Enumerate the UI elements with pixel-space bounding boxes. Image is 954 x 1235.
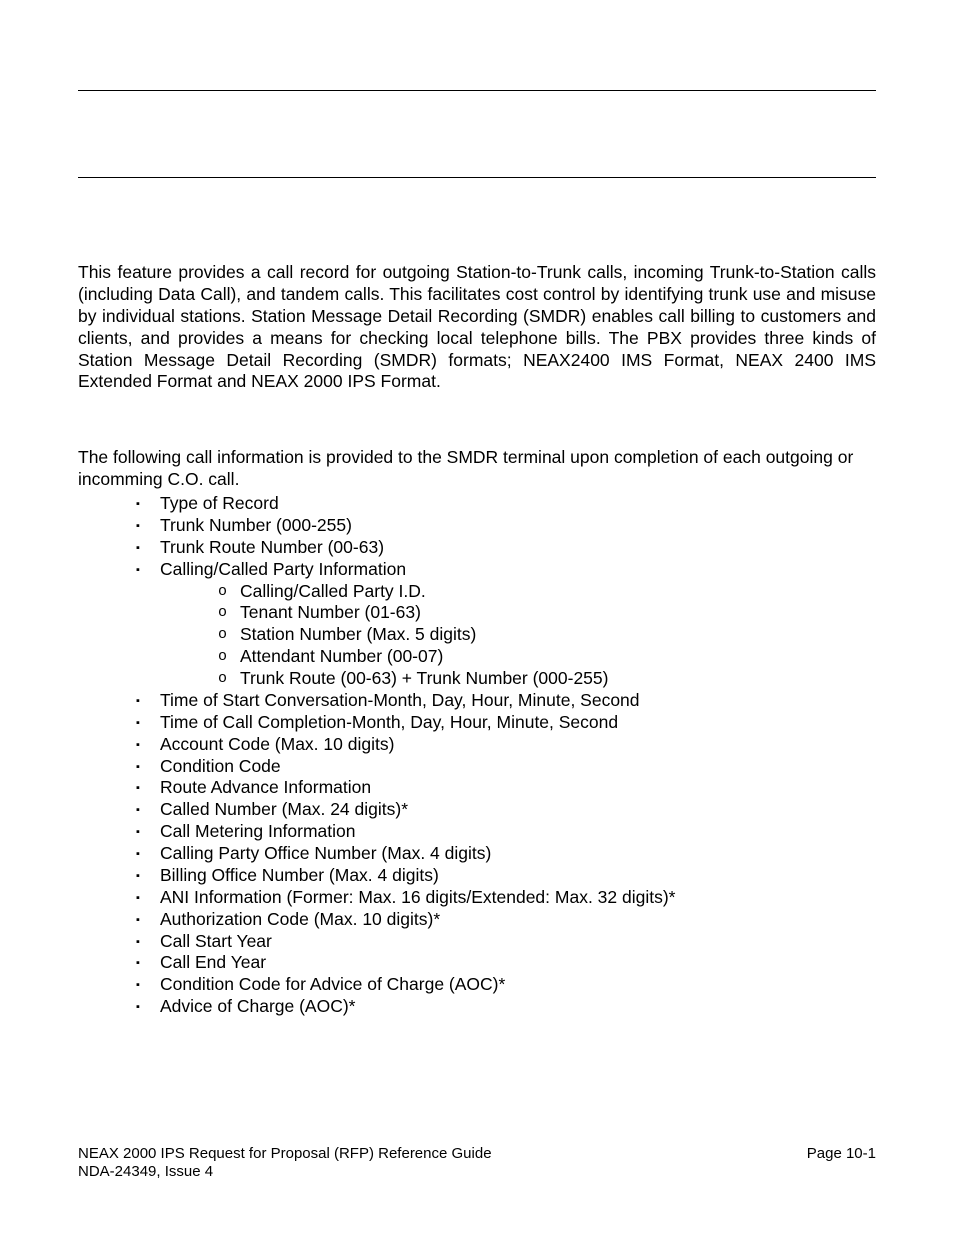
sub-list-item: Tenant Number (01-63): [218, 602, 876, 624]
list-item: Billing Office Number (Max. 4 digits): [136, 865, 876, 887]
footer-row-1: NEAX 2000 IPS Request for Proposal (RFP)…: [78, 1145, 876, 1164]
list-item: Time of Call Completion-Month, Day, Hour…: [136, 712, 876, 734]
list-item: Call Metering Information: [136, 821, 876, 843]
list-item-text: ANI Information (Former: Max. 16 digits/…: [160, 887, 675, 907]
list-item: Type of Record: [136, 493, 876, 515]
page: This feature provides a call record for …: [0, 0, 954, 1235]
list-item: Trunk Number (000-255): [136, 515, 876, 537]
sub-list-item: Calling/Called Party I.D.: [218, 581, 876, 603]
list-item: ANI Information (Former: Max. 16 digits/…: [136, 887, 876, 909]
list-item: Called Number (Max. 24 digits)*: [136, 799, 876, 821]
list-item: Condition Code: [136, 756, 876, 778]
rule-second: [78, 177, 876, 178]
list-item-text: Time of Start Conversation-Month, Day, H…: [160, 690, 640, 710]
sub-list: Calling/Called Party I.D.Tenant Number (…: [160, 581, 876, 690]
page-footer: NEAX 2000 IPS Request for Proposal (RFP)…: [78, 1145, 876, 1183]
list-item-text: Condition Code: [160, 756, 281, 776]
footer-left-line2: NDA-24349, Issue 4: [78, 1163, 876, 1182]
list-item-text: Advice of Charge (AOC)*: [160, 996, 356, 1016]
list-item-text: Call Metering Information: [160, 821, 356, 841]
list-item: Authorization Code (Max. 10 digits)*: [136, 909, 876, 931]
sub-list-item: Attendant Number (00-07): [218, 646, 876, 668]
list-item-text: Call End Year: [160, 952, 266, 972]
bullet-list: Type of RecordTrunk Number (000-255)Trun…: [78, 493, 876, 1018]
list-item-text: Route Advance Information: [160, 777, 371, 797]
list-item-text: Type of Record: [160, 493, 279, 513]
list-item-text: Trunk Number (000-255): [160, 515, 352, 535]
footer-left-line1: NEAX 2000 IPS Request for Proposal (RFP)…: [78, 1145, 492, 1164]
list-item-text: Called Number (Max. 24 digits)*: [160, 799, 408, 819]
footer-right: Page 10-1: [807, 1145, 876, 1164]
rule-spacer: [78, 91, 876, 177]
list-item: Calling/Called Party InformationCalling/…: [136, 559, 876, 690]
list-item-text: Time of Call Completion-Month, Day, Hour…: [160, 712, 618, 732]
list-item: Route Advance Information: [136, 777, 876, 799]
list-item-text: Calling Party Office Number (Max. 4 digi…: [160, 843, 491, 863]
list-item: Condition Code for Advice of Charge (AOC…: [136, 974, 876, 996]
list-item: Account Code (Max. 10 digits): [136, 734, 876, 756]
list-item-text: Account Code (Max. 10 digits): [160, 734, 394, 754]
list-item-text: Billing Office Number (Max. 4 digits): [160, 865, 439, 885]
list-item: Call Start Year: [136, 931, 876, 953]
list-item-text: Call Start Year: [160, 931, 272, 951]
paragraph-overview: This feature provides a call record for …: [78, 262, 876, 393]
paragraph-gap: [78, 393, 876, 447]
paragraph-list-intro: The following call information is provid…: [78, 447, 876, 491]
list-item-text: Authorization Code (Max. 10 digits)*: [160, 909, 440, 929]
list-item: Trunk Route Number (00-63): [136, 537, 876, 559]
sub-list-item: Trunk Route (00-63) + Trunk Number (000-…: [218, 668, 876, 690]
list-item: Advice of Charge (AOC)*: [136, 996, 876, 1018]
sub-list-item: Station Number (Max. 5 digits): [218, 624, 876, 646]
list-item: Time of Start Conversation-Month, Day, H…: [136, 690, 876, 712]
list-item-text: Trunk Route Number (00-63): [160, 537, 384, 557]
list-item-text: Condition Code for Advice of Charge (AOC…: [160, 974, 505, 994]
list-item: Calling Party Office Number (Max. 4 digi…: [136, 843, 876, 865]
list-item-text: Calling/Called Party Information: [160, 559, 406, 579]
list-item: Call End Year: [136, 952, 876, 974]
body: This feature provides a call record for …: [78, 262, 876, 1018]
